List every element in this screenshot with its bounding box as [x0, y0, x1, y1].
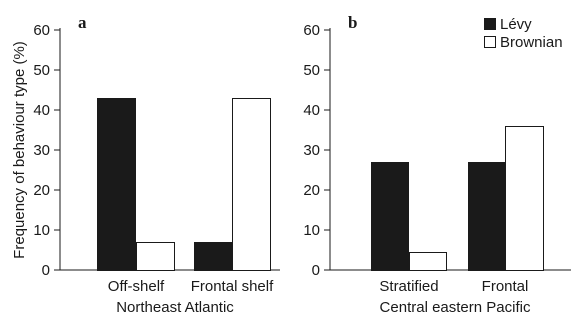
y-tick-label-b-60: 60 — [303, 22, 320, 39]
y-tick-label-b-20: 20 — [303, 182, 320, 199]
category-label-b-1: Frontal — [482, 278, 529, 295]
y-tick-label-a-50: 50 — [33, 62, 50, 79]
y-tick-label-a-60: 60 — [33, 22, 50, 39]
bar-a-off-shelf-levy — [97, 98, 136, 271]
y-tick-label-a-30: 30 — [33, 142, 50, 159]
y-tick-label-a-0: 0 — [42, 262, 50, 279]
y-tick-label-b-30: 30 — [303, 142, 320, 159]
x-axis-label-b: Central eastern Pacific — [380, 299, 531, 316]
panel-letter-b: b — [348, 13, 357, 32]
y-tick-label-b-10: 10 — [303, 222, 320, 239]
y-axis-label: Frequency of behaviour type (%) — [11, 41, 28, 259]
bar-b-stratified-levy — [371, 162, 409, 271]
y-tick-label-a-40: 40 — [33, 102, 50, 119]
panel-letter-a: a — [78, 13, 87, 32]
panel-b: 0 10 20 30 40 50 60 Stratified Frontal Central ea… — [303, 13, 571, 316]
bar-b-frontal-levy — [468, 162, 505, 271]
x-axis-label-a: Northeast Atlantic — [116, 299, 234, 316]
legend-swatch-brownian — [484, 36, 496, 48]
bar-a-off-shelf-brownian — [136, 242, 175, 271]
y-tick-label-b-40: 40 — [303, 102, 320, 119]
panel-a: 0 10 20 30 40 50 60 Off-shelf Frontal shelf North… — [33, 13, 280, 316]
category-label-b-0: Stratified — [379, 278, 438, 295]
y-tick-label-a-20: 20 — [33, 182, 50, 199]
legend-swatch-levy — [484, 18, 496, 30]
category-label-a-0: Off-shelf — [108, 278, 165, 295]
bar-a-frontal-shelf-levy — [194, 242, 232, 271]
legend-label-brownian: Brownian — [500, 34, 563, 51]
legend-label-levy: Lévy — [500, 16, 532, 33]
y-tick-label-b-0: 0 — [312, 262, 320, 279]
bar-b-frontal-brownian — [505, 126, 544, 271]
bar-b-stratified-brownian — [409, 252, 447, 271]
category-label-a-1: Frontal shelf — [191, 278, 274, 295]
bar-a-frontal-shelf-brownian — [232, 98, 271, 271]
y-tick-label-b-50: 50 — [303, 62, 320, 79]
y-tick-label-a-10: 10 — [33, 222, 50, 239]
